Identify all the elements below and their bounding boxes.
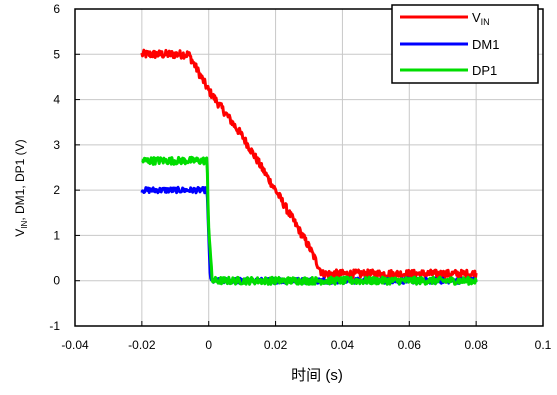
- axis-ticks: -0.04 -0.02 0 0.02 0.04 0.06 0.08 0.1 -1 0 1 2 3 4 5 6: [49, 2, 551, 352]
- x-tick-label: 0.04: [331, 338, 355, 352]
- x-tick-label: 0.06: [398, 338, 422, 352]
- y-axis-label-post: , DM1, DP1 (V): [13, 139, 27, 220]
- x-tick-label: -0.04: [61, 338, 89, 352]
- y-axis-label-sub: IN: [20, 220, 29, 228]
- x-tick-label: -0.02: [128, 338, 156, 352]
- y-axis-label-pre: V: [13, 229, 27, 237]
- x-tick-label: 0.1: [535, 338, 552, 352]
- y-axis-label: VIN, DM1, DP1 (V): [13, 139, 29, 236]
- series-line-dp1: [141, 155, 478, 286]
- y-tick-label: 0: [53, 274, 60, 288]
- legend: VIN DM1 DP1: [391, 4, 539, 84]
- y-tick-label: 1: [53, 228, 60, 242]
- plot-frame: [74, 8, 544, 327]
- series-layer: [140, 48, 478, 286]
- y-tick-label: 6: [53, 2, 60, 16]
- y-tick-label: 4: [53, 93, 60, 107]
- y-tick-label: 3: [53, 138, 60, 152]
- x-tick-label: 0.02: [264, 338, 288, 352]
- legend-label-dp1: DP1: [472, 63, 497, 78]
- series-line-vin: [140, 48, 478, 280]
- legend-vin-main: V: [472, 10, 481, 25]
- x-axis-label: 时间 (s): [291, 367, 343, 384]
- legend-label-vin: VIN: [472, 10, 490, 27]
- y-tick-label: 5: [53, 47, 60, 61]
- legend-label-dm1: DM1: [472, 37, 499, 52]
- y-tick-label: -1: [49, 319, 60, 333]
- y-tick-label: 2: [53, 183, 60, 197]
- legend-vin-sub: IN: [481, 17, 490, 27]
- x-tick-label: 0: [205, 338, 212, 352]
- x-tick-label: 0.08: [464, 338, 488, 352]
